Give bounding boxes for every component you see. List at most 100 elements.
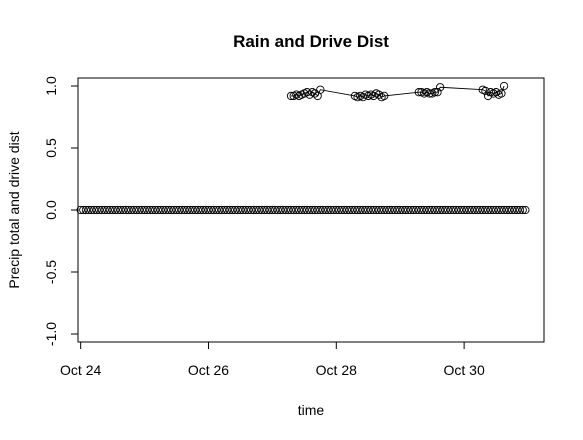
data-point <box>161 205 171 215</box>
data-point <box>369 91 378 101</box>
data-point <box>105 205 115 215</box>
data-point <box>398 205 408 215</box>
data-point <box>305 205 314 215</box>
data-point <box>119 205 128 215</box>
data-point <box>446 205 455 215</box>
data-point <box>435 83 445 92</box>
data-point <box>100 205 109 215</box>
data-point <box>382 205 392 215</box>
data-point <box>254 205 264 215</box>
data-point <box>366 205 376 215</box>
data-point <box>491 205 501 215</box>
data-point <box>510 205 519 215</box>
data-point <box>212 205 221 215</box>
data-point <box>481 86 490 96</box>
data-point <box>361 205 370 215</box>
data-point <box>81 205 91 215</box>
data-point <box>380 91 389 101</box>
series-layer <box>76 81 530 215</box>
data-point <box>358 205 368 215</box>
data-point <box>499 81 509 91</box>
data-point <box>377 205 386 215</box>
data-point <box>151 205 160 215</box>
data-point <box>404 205 413 215</box>
data-point <box>438 205 447 215</box>
data-point <box>497 205 506 215</box>
data-point <box>507 205 517 215</box>
data-point <box>198 205 208 215</box>
data-point <box>177 205 187 215</box>
data-point <box>505 205 514 215</box>
data-point <box>305 90 314 99</box>
data-point <box>467 205 477 215</box>
data-point <box>196 205 205 215</box>
data-point <box>406 205 416 215</box>
data-point <box>169 205 179 215</box>
data-point <box>478 205 487 215</box>
data-point <box>228 205 237 215</box>
y-tick-label: 0.5 <box>43 138 59 158</box>
y-tick-label: 1.0 <box>43 76 59 96</box>
data-point <box>206 205 216 215</box>
data-point <box>420 205 429 215</box>
data-point <box>380 205 389 215</box>
data-point <box>334 205 344 215</box>
data-point <box>417 205 426 215</box>
data-point <box>140 205 149 215</box>
data-point <box>159 205 168 215</box>
data-point <box>103 205 112 215</box>
data-point <box>268 205 277 215</box>
data-point <box>483 205 493 215</box>
data-point <box>433 205 442 215</box>
data-point <box>209 205 218 215</box>
data-point <box>289 205 298 215</box>
data-point <box>217 205 226 215</box>
data-point <box>497 89 506 98</box>
data-point <box>337 205 346 215</box>
data-point <box>262 205 272 215</box>
data-point <box>183 205 192 215</box>
data-point <box>374 205 384 215</box>
data-point <box>220 205 229 215</box>
data-point <box>121 205 131 215</box>
data-point <box>191 205 200 215</box>
y-tick-label: -1.0 <box>43 322 59 346</box>
data-point <box>369 205 378 215</box>
data-point <box>145 205 155 215</box>
data-point <box>300 205 309 215</box>
data-point <box>252 205 261 215</box>
data-point <box>430 205 439 215</box>
data-point <box>156 205 165 215</box>
x-axis: Oct 24 Oct 26 Oct 28 Oct 30 <box>60 341 485 378</box>
x-tick-label: Oct 26 <box>188 362 229 378</box>
data-point <box>465 205 474 215</box>
data-point <box>294 205 304 215</box>
data-point <box>97 205 107 215</box>
data-point <box>502 205 511 215</box>
data-point <box>430 88 439 97</box>
data-point <box>286 91 296 101</box>
data-point <box>233 205 242 215</box>
data-point <box>521 205 530 215</box>
data-point <box>265 205 274 215</box>
data-point <box>499 205 509 215</box>
data-point <box>459 205 469 215</box>
data-point <box>342 205 352 215</box>
data-point <box>204 205 213 215</box>
data-point <box>425 89 434 98</box>
data-point <box>135 205 144 215</box>
data-point <box>270 205 280 215</box>
y-tick-label: 0.0 <box>43 200 59 220</box>
data-point <box>129 205 139 215</box>
data-point <box>449 205 458 215</box>
data-point <box>374 90 384 99</box>
data-point <box>340 205 349 215</box>
data-point <box>92 205 101 215</box>
data-point <box>244 205 253 215</box>
data-point <box>172 205 181 215</box>
data-point <box>326 205 336 215</box>
data-point <box>180 205 189 215</box>
data-point <box>414 205 423 215</box>
data-point <box>313 205 322 215</box>
